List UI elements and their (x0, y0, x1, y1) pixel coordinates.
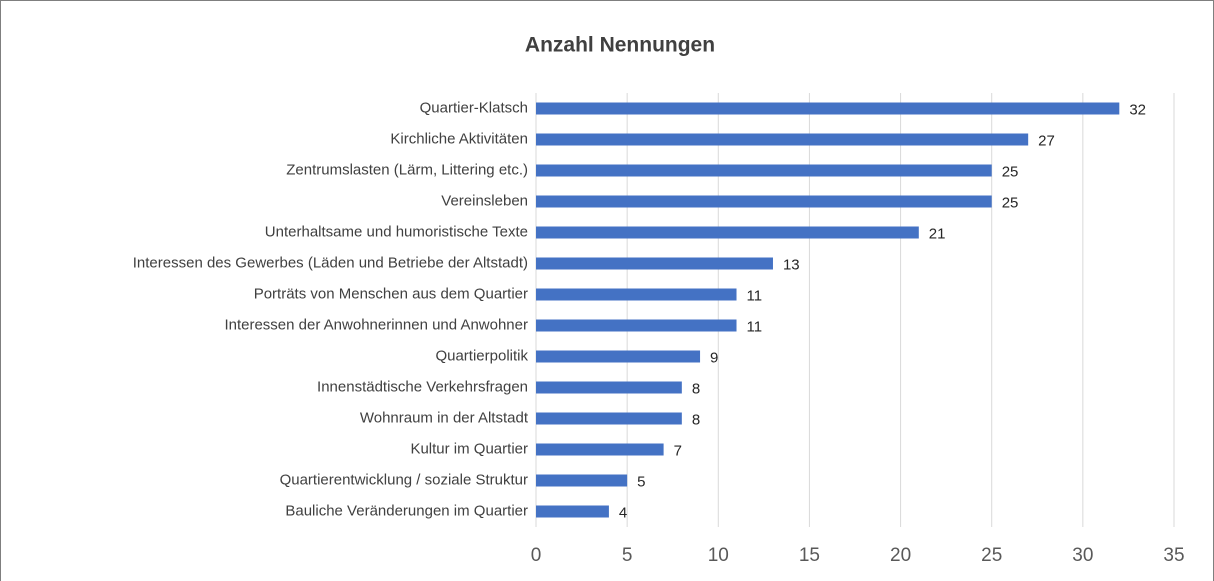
y-tick-label: Unterhaltsame und humoristische Texte (265, 223, 528, 240)
y-tick-label: Vereinsleben (441, 192, 528, 209)
data-label: 13 (783, 256, 800, 273)
y-tick-label: Kultur im Quartier (410, 440, 528, 457)
data-label: 7 (674, 442, 682, 459)
bar (536, 257, 773, 270)
data-label: 8 (692, 411, 700, 428)
bar (536, 443, 664, 456)
data-label: 11 (747, 318, 763, 335)
y-tick-label: Quartier-Klatsch (420, 99, 528, 116)
bar (536, 412, 682, 425)
x-tick-label: 0 (531, 545, 542, 566)
x-tick-label: 5 (622, 545, 633, 566)
bar (536, 226, 919, 239)
y-tick-label: Quartierpolitik (435, 347, 528, 364)
y-tick-label: Innenstädtische Verkehrsfragen (317, 378, 528, 395)
chart-title: Anzahl Nennungen (525, 34, 715, 57)
data-label: 25 (1002, 194, 1019, 211)
data-label: 9 (710, 349, 718, 366)
data-label: 8 (692, 380, 700, 397)
data-label: 32 (1129, 101, 1146, 118)
y-tick-label: Kirchliche Aktivitäten (390, 130, 528, 147)
x-tick-label: 35 (1163, 545, 1184, 566)
bar (536, 350, 701, 363)
data-label: 4 (619, 504, 627, 521)
data-label: 21 (929, 225, 946, 242)
bar (536, 133, 1029, 146)
y-tick-label: Porträts von Menschen aus dem Quartier (254, 285, 528, 302)
data-label: 11 (747, 287, 763, 304)
y-tick-label: Zentrumslasten (Lärm, Littering etc.) (286, 161, 528, 178)
data-label: 27 (1038, 132, 1055, 149)
y-tick-label: Bauliche Veränderungen im Quartier (285, 502, 528, 519)
bar (536, 381, 682, 394)
y-tick-label: Interessen der Anwohnerinnen und Anwohne… (224, 316, 528, 333)
y-tick-label: Interessen des Gewerbes (Läden und Betri… (133, 254, 528, 271)
data-label: 25 (1002, 163, 1019, 180)
bar (536, 164, 992, 177)
bar (536, 319, 737, 332)
bar (536, 195, 992, 208)
bar (536, 102, 1120, 115)
x-tick-label: 25 (981, 545, 1002, 566)
y-tick-label: Wohnraum in der Altstadt (360, 409, 529, 426)
y-tick-label: Quartierentwicklung / soziale Struktur (280, 471, 528, 488)
x-tick-label: 30 (1072, 545, 1093, 566)
x-tick-label: 20 (890, 545, 911, 566)
data-label: 5 (637, 473, 645, 490)
bar (536, 474, 628, 487)
bar (536, 505, 609, 518)
x-tick-label: 10 (708, 545, 729, 566)
x-tick-label: 15 (799, 545, 820, 566)
bar (536, 288, 737, 301)
